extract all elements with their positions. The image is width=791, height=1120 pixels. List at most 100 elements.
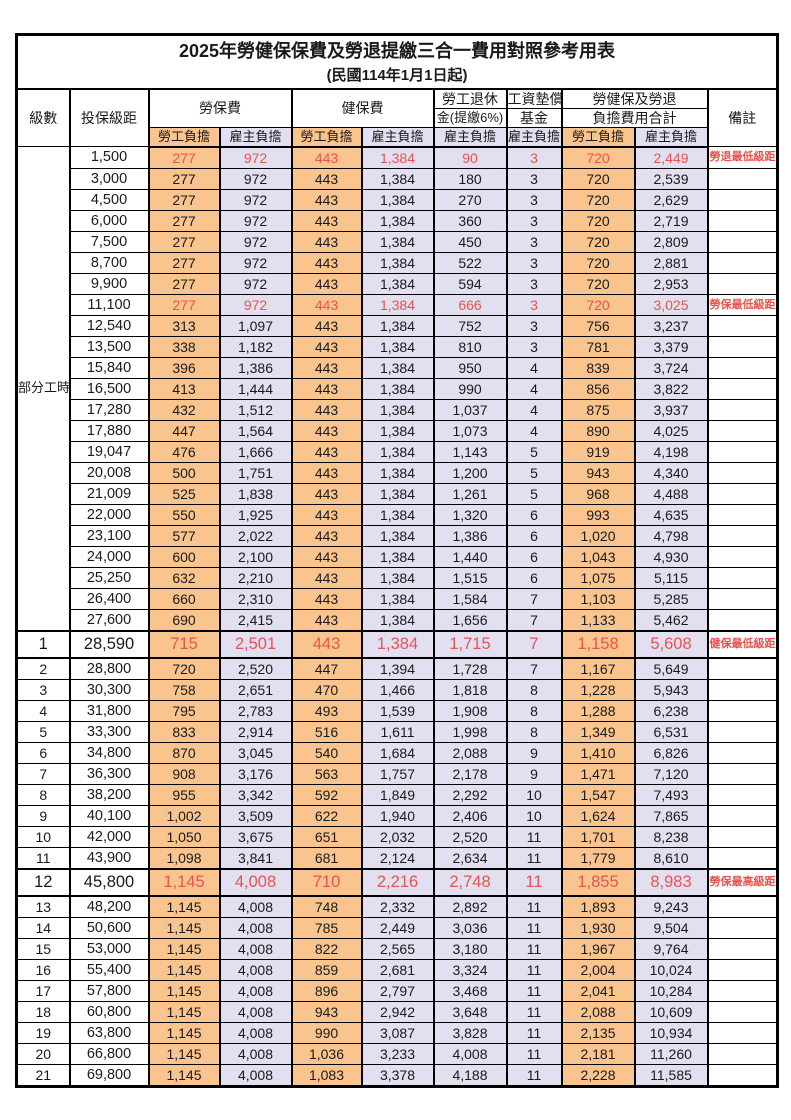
cell-note	[706, 608, 779, 631]
table-row: 2 28,800 720 2,520 447 1,394 1,728 7 1,167 5,649	[15, 657, 779, 680]
cell-labor-ins-employer: 4,008	[218, 895, 293, 918]
cell-labor-ins-employee: 277	[147, 293, 221, 316]
cell-labor-ins-employee: 632	[147, 566, 221, 589]
cell-total-employee: 2,135	[560, 1021, 636, 1044]
cell-pension-employer: 594	[432, 272, 508, 295]
cell-total-employee: 1,967	[560, 937, 636, 960]
cell-total-employer: 2,539	[633, 167, 709, 190]
table-row: 23,100 577 2,022 443 1,384 1,386 6 1,020 4,798	[17, 524, 779, 547]
cell-health-ins-employee: 592	[290, 783, 363, 806]
cell-level: 4	[15, 699, 71, 722]
cell-pension-employer: 3,468	[432, 979, 508, 1002]
cell-pension-employer: 2,406	[432, 804, 508, 827]
cell-health-ins-employer: 1,384	[360, 419, 435, 442]
cell-health-ins-employee: 443	[290, 272, 363, 295]
cell-total-employer: 2,953	[633, 272, 709, 295]
cell-total-employee: 1,349	[560, 720, 636, 743]
header-row-1: 級數 投保級距 勞保費 健保費 勞工退休 工資墊償 勞健保及勞退 備註	[15, 88, 779, 147]
cell-labor-ins-employee: 277	[147, 209, 221, 232]
cell-level: 20	[15, 1042, 71, 1065]
cell-level: 14	[15, 916, 71, 939]
cell-total-employer: 5,943	[633, 678, 709, 701]
table-body: 部分工時 1,500 277 972 443 1,384 90 3 720 2,449 勞退最低級距…	[15, 146, 779, 1087]
cell-wage-fund-employer: 7	[505, 587, 563, 610]
cell-pension-employer: 1,818	[432, 678, 508, 701]
table-row: 24,000 600 2,100 443 1,384 1,440 6 1,043 4,930	[17, 545, 779, 568]
cell-pension-employer: 3,036	[432, 916, 508, 939]
cell-level: 12	[15, 867, 71, 897]
cell-total-employer: 10,284	[633, 979, 709, 1002]
cell-total-employer: 7,865	[633, 804, 709, 827]
cell-pension-employer: 2,088	[432, 741, 508, 764]
cell-total-employer: 5,462	[633, 608, 709, 631]
cell-note	[706, 699, 779, 722]
cell-health-ins-employer: 2,942	[360, 1000, 435, 1023]
cell-wage-fund-employer: 8	[505, 720, 563, 743]
cell-labor-ins-employer: 2,310	[218, 587, 293, 610]
cell-labor-ins-employer: 4,008	[218, 867, 293, 897]
cell-total-employee: 1,547	[560, 783, 636, 806]
cell-labor-ins-employee: 1,145	[147, 937, 221, 960]
cell-labor-ins-employer: 4,008	[218, 1063, 293, 1087]
table-row: 17 57,800 1,145 4,008 896 2,797 3,468 11 2,041 10…	[15, 979, 779, 1002]
table-row: 13,500 338 1,182 443 1,384 810 3 781 3,379	[17, 335, 779, 358]
cell-health-ins-employer: 1,849	[360, 783, 435, 806]
col-header-labor-insurance: 勞保費	[147, 88, 293, 128]
cell-pension-employer: 1,515	[432, 566, 508, 589]
table-row: 15 53,000 1,145 4,008 822 2,565 3,180 11 1,967 9,…	[15, 937, 779, 960]
cell-total-employee: 720	[560, 188, 636, 211]
cell-total-employee: 1,855	[560, 867, 636, 897]
cell-wage-fund-employer: 4	[505, 377, 563, 400]
cell-health-ins-employer: 1,611	[360, 720, 435, 743]
cell-health-ins-employee: 443	[290, 461, 363, 484]
cell-total-employer: 10,024	[633, 958, 709, 981]
cell-pension-employer: 3,828	[432, 1021, 508, 1044]
cell-total-employer: 2,449	[633, 146, 709, 169]
cell-note	[706, 251, 779, 274]
cell-labor-ins-employee: 795	[147, 699, 221, 722]
cell-labor-ins-employee: 1,145	[147, 979, 221, 1002]
cell-health-ins-employer: 1,384	[360, 629, 435, 659]
cell-health-ins-employer: 2,565	[360, 937, 435, 960]
cell-total-employer: 8,238	[633, 825, 709, 848]
cell-health-ins-employer: 1,384	[360, 524, 435, 547]
cell-health-ins-employer: 1,384	[360, 587, 435, 610]
cell-wage-fund-employer: 6	[505, 503, 563, 526]
cell-total-employer: 3,237	[633, 314, 709, 337]
cell-bracket: 11,100	[68, 293, 150, 316]
cell-labor-ins-employer: 972	[218, 293, 293, 316]
col-header-wagefund-line2: 基金	[505, 107, 563, 128]
table-row: 9 40,100 1,002 3,509 622 1,940 2,406 10 1,624 7,8…	[15, 804, 779, 827]
cell-total-employee: 1,020	[560, 524, 636, 547]
table-row: 6 34,800 870 3,045 540 1,684 2,088 9 1,410 6,826	[15, 741, 779, 764]
cell-labor-ins-employee: 870	[147, 741, 221, 764]
cell-total-employer: 4,340	[633, 461, 709, 484]
cell-health-ins-employer: 2,332	[360, 895, 435, 918]
cell-health-ins-employee: 1,036	[290, 1042, 363, 1065]
cell-labor-ins-employer: 1,666	[218, 440, 293, 463]
cell-labor-ins-employee: 833	[147, 720, 221, 743]
cell-wage-fund-employer: 6	[505, 524, 563, 547]
cell-level: 10	[15, 825, 71, 848]
cell-pension-employer: 990	[432, 377, 508, 400]
cell-pension-employer: 2,748	[432, 867, 508, 897]
col-header-pension-line1: 勞工退休	[432, 88, 508, 109]
cell-pension-employer: 2,634	[432, 846, 508, 869]
cell-note	[706, 678, 779, 701]
cell-level: 21	[15, 1063, 71, 1087]
cell-note	[706, 657, 779, 680]
cell-labor-ins-employer: 972	[218, 251, 293, 274]
cell-labor-ins-employee: 1,145	[147, 1000, 221, 1023]
table-row: 部分工時 1,500 277 972 443 1,384 90 3 720 2,449 勞退最低級距	[15, 146, 779, 631]
cell-health-ins-employee: 443	[290, 314, 363, 337]
cell-health-ins-employer: 1,384	[360, 209, 435, 232]
table-row: 10 42,000 1,050 3,675 651 2,032 2,520 11 1,701 8,…	[15, 825, 779, 848]
table-row: 19 63,800 1,145 4,008 990 3,087 3,828 11 2,135 10…	[15, 1021, 779, 1044]
cell-wage-fund-employer: 10	[505, 804, 563, 827]
cell-labor-ins-employee: 577	[147, 524, 221, 547]
cell-labor-ins-employee: 600	[147, 545, 221, 568]
cell-bracket: 3,000	[68, 167, 150, 190]
cell-note	[706, 377, 779, 400]
cell-pension-employer: 1,037	[432, 398, 508, 421]
cell-bracket: 21,009	[68, 482, 150, 505]
